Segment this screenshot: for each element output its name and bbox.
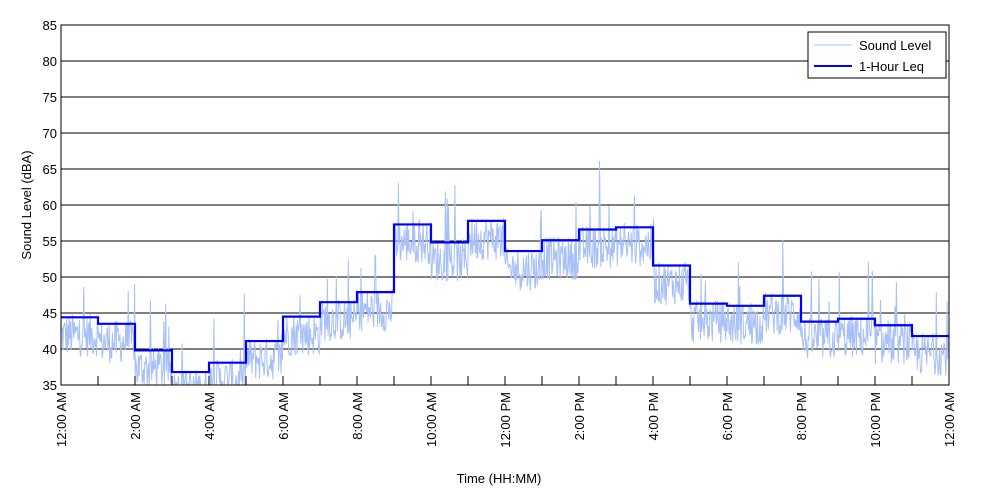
y-tick-label: 70 <box>43 126 57 141</box>
leq-step-line <box>61 219 949 374</box>
y-tick-label: 55 <box>43 234 57 249</box>
sound-level-trace <box>60 160 949 387</box>
y-tick-label: 60 <box>43 198 57 213</box>
y-tick-label: 65 <box>43 162 57 177</box>
y-tick-label: 50 <box>43 270 57 285</box>
legend-label-leq: 1-Hour Leq <box>859 59 924 74</box>
x-tick-label: 12:00 AM <box>54 392 69 447</box>
y-tick-label: 85 <box>43 18 57 33</box>
x-tick-label: 10:00 AM <box>424 392 439 447</box>
y-tick-label: 40 <box>43 342 57 357</box>
x-tick-label: 8:00 PM <box>794 392 809 440</box>
x-tick-label: 2:00 PM <box>572 392 587 440</box>
x-tick-label: 8:00 AM <box>350 392 365 440</box>
x-tick-label: 6:00 PM <box>720 392 735 440</box>
x-tick-label: 4:00 PM <box>646 392 661 440</box>
y-tick-label: 75 <box>43 90 57 105</box>
legend-box <box>807 31 947 79</box>
y-tick-label: 35 <box>43 378 57 393</box>
y-axis-label: Sound Level (dBA) <box>19 150 34 259</box>
x-tick-label: 12:00 AM <box>942 392 957 447</box>
x-tick-label: 2:00 AM <box>128 392 143 440</box>
legend-label-sound-level: Sound Level <box>859 38 931 53</box>
x-tick-label: 10:00 PM <box>868 392 883 448</box>
x-axis-label: Time (HH:MM) <box>457 471 542 486</box>
x-tick-label: 12:00 PM <box>498 392 513 448</box>
y-tick-label: 45 <box>43 306 57 321</box>
y-tick-label: 80 <box>43 54 57 69</box>
x-tick-label: 4:00 AM <box>202 392 217 440</box>
x-tick-label: 6:00 AM <box>276 392 291 440</box>
plot-frame <box>60 24 950 386</box>
